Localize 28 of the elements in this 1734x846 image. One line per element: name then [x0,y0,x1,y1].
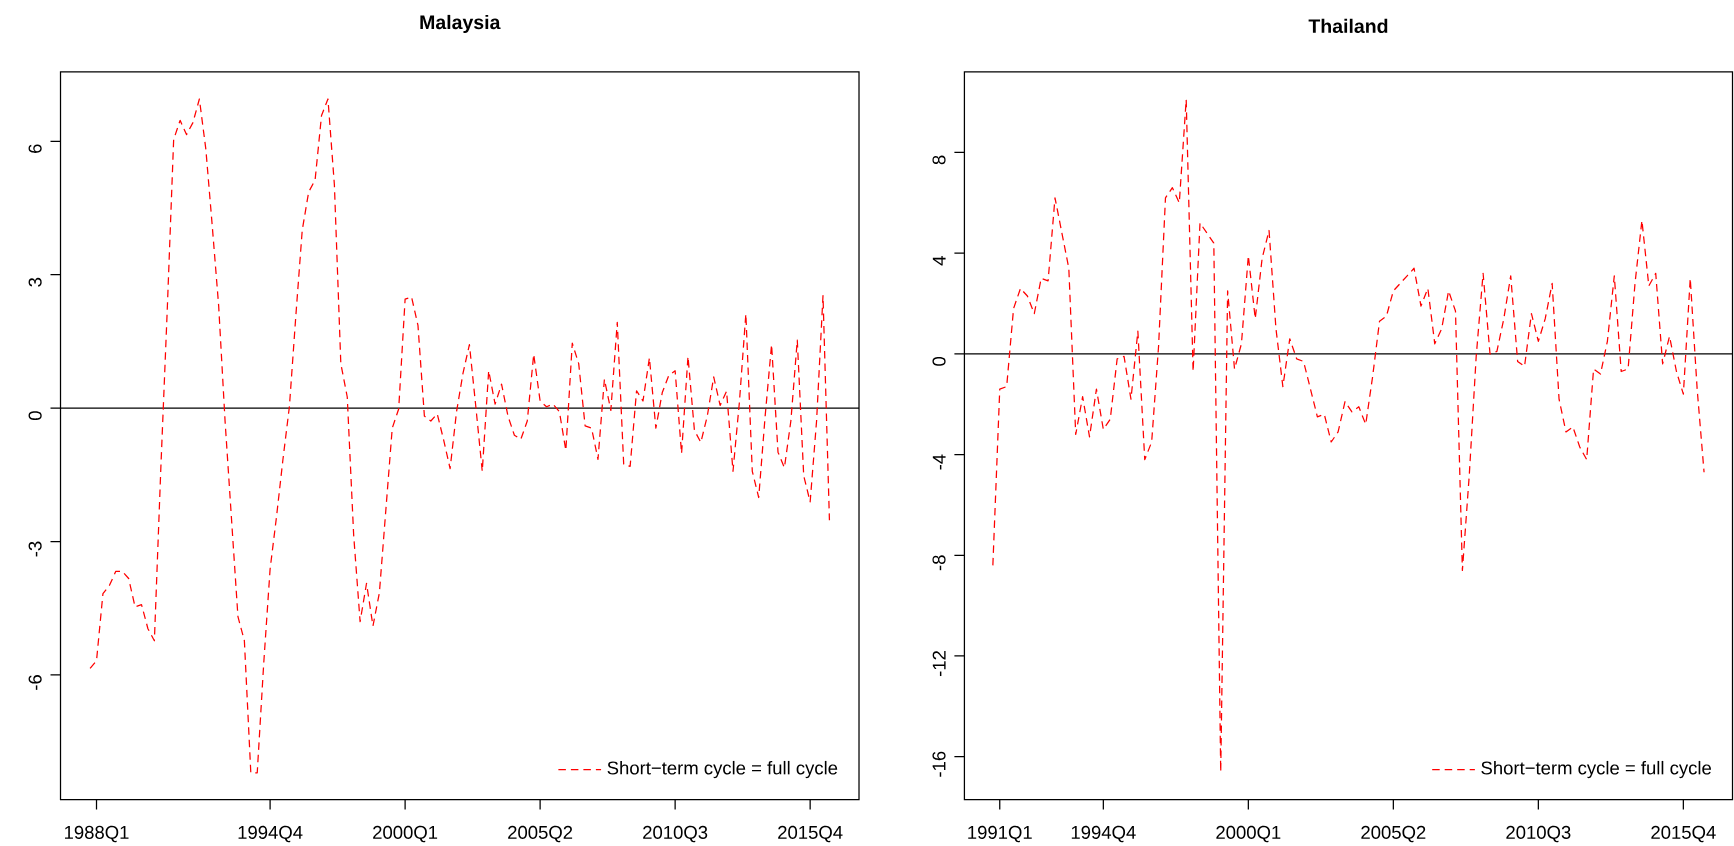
y-tick-label: -4 [932,454,946,470]
y-tick-label: 0 [932,356,946,366]
x-tick-label: 1994Q4 [238,825,303,843]
x-tick-label: 2010Q3 [1506,825,1571,843]
x-tick-label: 2005Q2 [1361,825,1426,843]
y-tick-label: 6 [28,144,42,153]
y-tick-label: 3 [28,277,42,287]
y-tick-label: -3 [28,541,42,557]
y-tick-label: 0 [28,411,42,421]
x-tick-label: 2000Q1 [1216,825,1281,843]
y-tick-label: -6 [28,675,42,690]
legend-label: Short−term cycle = full cycle [1481,760,1712,779]
x-tick-label: 2015Q4 [778,825,843,843]
x-tick-label: 2000Q1 [373,825,438,843]
x-tick-label: 1994Q4 [1071,825,1136,843]
x-tick-label: 1991Q1 [968,825,1032,843]
x-tick-label: 2010Q3 [643,825,708,843]
y-tick-label: -12 [932,651,946,677]
chart-title: Malaysia [420,14,501,34]
chart-title: Thailand [1308,18,1388,34]
legend-label: Short−term cycle = full cycle [607,760,838,779]
x-tick-label: 2005Q2 [508,825,573,843]
y-tick-label: -8 [932,555,946,571]
x-tick-label: 1988Q1 [65,825,129,843]
y-tick-label: 8 [932,155,946,165]
x-tick-label: 2015Q4 [1651,825,1716,843]
y-tick-label: 4 [932,256,946,266]
y-tick-label: -16 [932,751,946,777]
